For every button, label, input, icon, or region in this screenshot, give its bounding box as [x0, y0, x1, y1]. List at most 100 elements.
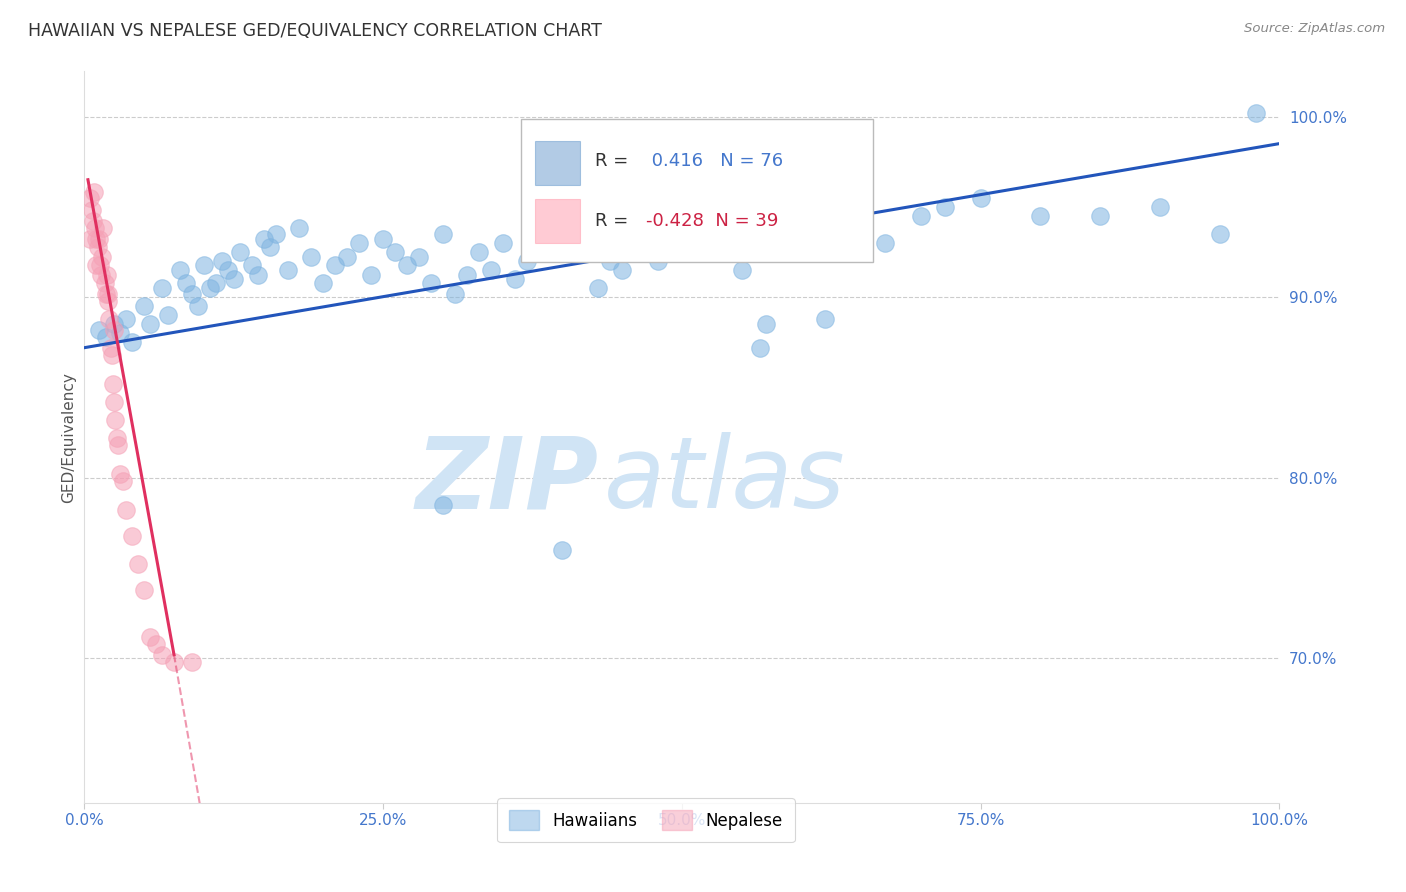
Point	[110, 467, 132, 482]
Point	[636, 235, 658, 250]
Point	[89, 258, 111, 272]
Point	[288, 221, 311, 235]
Point	[240, 258, 263, 272]
Point	[91, 251, 114, 265]
Point	[396, 258, 419, 272]
Point	[503, 272, 526, 286]
Point	[104, 413, 127, 427]
Point	[127, 558, 149, 572]
Point	[456, 268, 478, 283]
Point	[277, 263, 299, 277]
Text: -0.428  N = 39: -0.428 N = 39	[647, 212, 779, 230]
Text: HAWAIIAN VS NEPALESE GED/EQUIVALENCY CORRELATION CHART: HAWAIIAN VS NEPALESE GED/EQUIVALENCY COR…	[28, 22, 602, 40]
Point	[174, 276, 197, 290]
Point	[336, 251, 359, 265]
Point	[222, 272, 245, 286]
Point	[86, 258, 108, 272]
Point	[80, 203, 103, 218]
Point	[83, 186, 105, 200]
Point	[169, 263, 191, 277]
Point	[101, 348, 124, 362]
Point	[115, 311, 138, 326]
Point	[103, 395, 125, 409]
Text: Source: ZipAtlas.com: Source: ZipAtlas.com	[1244, 22, 1385, 36]
Text: atlas: atlas	[605, 433, 846, 530]
Point	[101, 376, 124, 391]
Point	[551, 543, 574, 558]
Point	[139, 630, 162, 644]
Point	[121, 528, 143, 542]
Point	[588, 281, 610, 295]
Point	[181, 655, 204, 669]
Text: R =: R =	[595, 212, 634, 230]
Point	[934, 200, 956, 214]
Text: R =: R =	[595, 152, 634, 169]
Point	[84, 221, 107, 235]
Point	[157, 308, 180, 322]
Point	[229, 244, 252, 259]
Point	[97, 293, 120, 308]
Point	[181, 286, 204, 301]
Point	[360, 268, 382, 283]
Point	[408, 251, 430, 265]
Point	[150, 648, 173, 662]
Point	[132, 582, 156, 597]
Point	[79, 191, 101, 205]
Point	[814, 311, 837, 326]
Point	[910, 209, 932, 223]
Point	[111, 475, 134, 489]
Point	[98, 311, 121, 326]
Point	[132, 299, 156, 313]
Point	[432, 227, 454, 241]
Point	[110, 326, 132, 341]
Point	[312, 276, 335, 290]
Point	[695, 200, 717, 214]
Point	[468, 244, 491, 259]
Point	[1209, 227, 1232, 241]
Point	[575, 227, 598, 241]
Point	[145, 637, 167, 651]
FancyBboxPatch shape	[534, 200, 581, 244]
Point	[105, 431, 128, 445]
Point	[94, 330, 117, 344]
Point	[211, 254, 233, 268]
Point	[1090, 209, 1112, 223]
Point	[86, 232, 108, 246]
Point	[647, 254, 669, 268]
Point	[970, 191, 993, 205]
Point	[100, 341, 122, 355]
Point	[373, 232, 395, 246]
Point	[718, 244, 741, 259]
Point	[205, 276, 228, 290]
Point	[87, 232, 110, 246]
Point	[115, 503, 138, 517]
Point	[253, 232, 276, 246]
Point	[325, 258, 347, 272]
Point	[103, 323, 125, 337]
Point	[139, 317, 162, 331]
Point	[479, 263, 502, 277]
Point	[527, 227, 550, 241]
Point	[103, 317, 125, 331]
Point	[349, 235, 371, 250]
Point	[198, 281, 221, 295]
Point	[1149, 200, 1171, 214]
Point	[94, 286, 117, 301]
Text: 0.416   N = 76: 0.416 N = 76	[647, 152, 783, 169]
Point	[875, 235, 897, 250]
FancyBboxPatch shape	[534, 141, 581, 185]
Point	[384, 244, 406, 259]
Point	[851, 200, 873, 214]
Point	[82, 214, 104, 228]
Text: ZIP: ZIP	[415, 433, 599, 530]
Point	[79, 232, 101, 246]
Point	[96, 268, 118, 283]
Point	[671, 227, 693, 241]
Point	[1029, 209, 1052, 223]
FancyBboxPatch shape	[520, 119, 873, 261]
Point	[150, 281, 173, 295]
Point	[492, 235, 515, 250]
Point	[93, 276, 115, 290]
Point	[217, 263, 239, 277]
Point	[193, 258, 215, 272]
